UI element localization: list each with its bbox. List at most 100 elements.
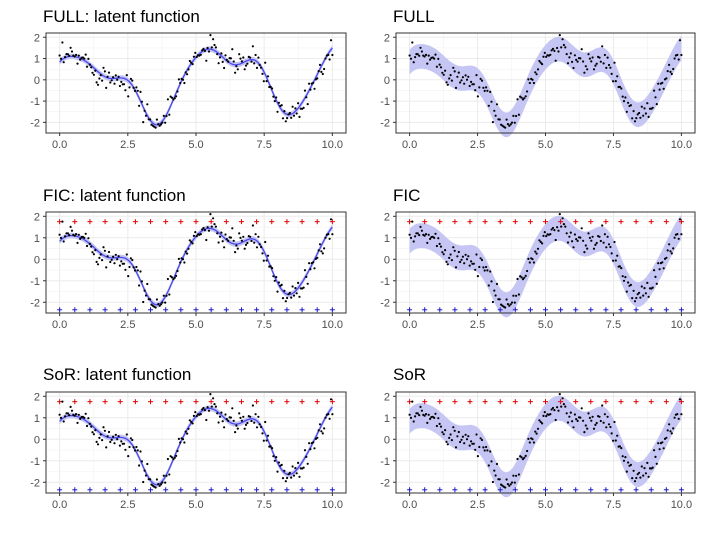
data-point xyxy=(565,232,568,235)
data-point xyxy=(329,398,333,401)
data-point xyxy=(480,79,484,82)
data-point xyxy=(132,86,135,89)
data-point xyxy=(232,419,235,422)
data-point xyxy=(465,78,469,81)
data-point xyxy=(272,95,275,98)
data-point xyxy=(565,412,568,415)
data-point xyxy=(328,417,331,420)
data-point xyxy=(536,68,540,71)
data-point xyxy=(601,224,604,227)
data-point xyxy=(457,250,460,254)
data-point xyxy=(642,294,645,297)
data-point xyxy=(483,89,486,92)
data-point xyxy=(592,247,596,250)
data-point xyxy=(510,121,514,124)
data-point xyxy=(561,217,564,220)
data-point xyxy=(195,235,198,238)
data-point xyxy=(566,421,570,424)
data-point xyxy=(584,65,587,68)
data-point xyxy=(136,89,139,92)
data-point xyxy=(627,281,630,284)
data-point xyxy=(162,474,165,477)
data-point xyxy=(612,259,615,262)
y-tick-label: 1 xyxy=(384,54,390,66)
data-point xyxy=(426,241,429,244)
data-point xyxy=(505,298,508,301)
data-point xyxy=(218,415,222,418)
data-point xyxy=(424,53,428,57)
data-point xyxy=(61,400,64,403)
data-point xyxy=(580,227,583,230)
data-point xyxy=(243,68,246,71)
data-point xyxy=(616,434,619,437)
data-point xyxy=(476,455,479,458)
data-point xyxy=(485,445,488,449)
data-point xyxy=(627,461,630,464)
data-point xyxy=(113,82,116,85)
data-point xyxy=(598,56,601,59)
inducing-point-top xyxy=(148,219,154,225)
data-point xyxy=(271,447,274,450)
data-point xyxy=(635,117,638,120)
data-point xyxy=(491,480,494,484)
data-point xyxy=(155,298,158,301)
data-point xyxy=(227,239,230,242)
data-point xyxy=(320,250,323,253)
data-point xyxy=(441,71,444,74)
data-point xyxy=(668,243,671,246)
inducing-point-bottom xyxy=(193,487,199,493)
data-point xyxy=(179,81,182,85)
data-point xyxy=(616,75,619,78)
data-point xyxy=(609,425,612,429)
data-point xyxy=(77,54,80,57)
data-point xyxy=(254,413,257,416)
data-point xyxy=(588,236,592,239)
data-point xyxy=(101,79,104,82)
data-point xyxy=(69,405,72,408)
data-point xyxy=(433,236,436,239)
data-point xyxy=(236,68,239,71)
data-point xyxy=(580,407,583,410)
data-point xyxy=(183,81,186,85)
data-point xyxy=(457,430,460,434)
inducing-point-top xyxy=(299,219,305,225)
data-point xyxy=(666,70,669,73)
data-point xyxy=(508,124,511,127)
data-point xyxy=(591,415,594,418)
data-point xyxy=(429,417,432,420)
data-point xyxy=(454,446,458,449)
data-point xyxy=(444,249,447,252)
data-point xyxy=(580,48,583,51)
data-point xyxy=(212,38,215,41)
data-point xyxy=(101,259,104,262)
data-point xyxy=(75,53,78,57)
data-point xyxy=(592,427,596,430)
data-point xyxy=(639,296,642,299)
data-point xyxy=(149,478,152,481)
data-point xyxy=(90,245,93,248)
inducing-point-bottom xyxy=(527,307,533,313)
data-point xyxy=(328,58,331,61)
y-tick-label: 0 xyxy=(34,75,40,87)
data-point xyxy=(166,277,169,281)
data-point xyxy=(257,56,260,59)
data-point xyxy=(250,239,253,243)
data-point xyxy=(642,114,645,117)
data-point xyxy=(588,416,592,419)
data-point xyxy=(313,447,316,450)
data-point xyxy=(313,87,316,90)
inducing-point-top xyxy=(208,219,214,225)
inducing-point-top xyxy=(178,399,184,405)
data-point xyxy=(517,293,521,296)
inducing-point-bottom xyxy=(558,487,564,493)
x-tick-label: 2.5 xyxy=(470,499,485,511)
data-point xyxy=(94,429,97,432)
inducing-point-top xyxy=(558,219,564,225)
data-point xyxy=(538,59,541,63)
data-point xyxy=(658,268,661,271)
data-point xyxy=(61,41,64,44)
data-point xyxy=(295,472,298,475)
data-point xyxy=(320,430,323,433)
data-point xyxy=(83,57,86,60)
data-point xyxy=(561,38,564,41)
